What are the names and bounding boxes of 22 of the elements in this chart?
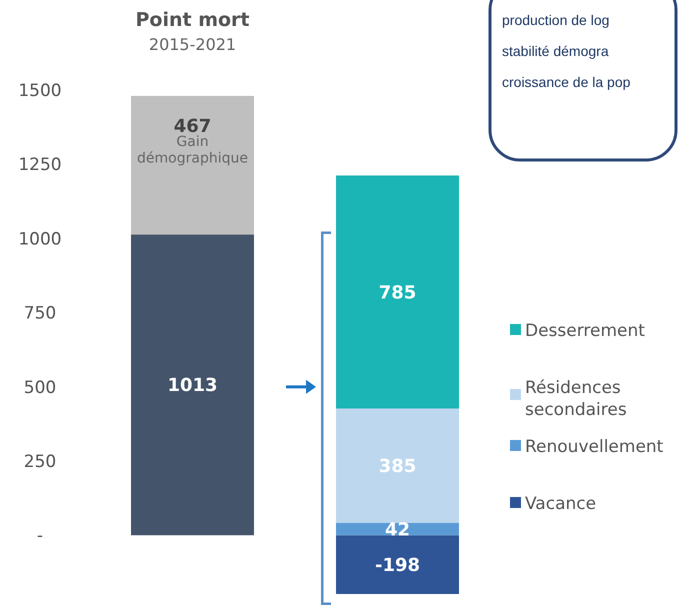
data-label: -198 [374, 554, 420, 576]
chart-title: Point mort [135, 9, 250, 31]
legend-label: Résidences secondaires [525, 378, 627, 420]
y-tick-label: 500 [24, 378, 56, 398]
data-label: 42 [384, 519, 410, 540]
legend-label: Desserrement [525, 320, 646, 341]
y-tick-label: - [36, 526, 44, 546]
y-tick-label: 1000 [18, 229, 62, 250]
y-tick-label: 750 [24, 304, 56, 324]
y-tick-label: 1250 [18, 155, 62, 176]
chart-subtitle: 2015-2021 [148, 35, 236, 54]
text: production de log [502, 12, 610, 28]
data-label: 1013 [167, 375, 218, 396]
text: stabilité démogra [502, 43, 609, 59]
y-tick-label: 250 [24, 452, 56, 472]
legend-label: Renouvellement [525, 436, 664, 457]
annotation: Gain démographique [137, 134, 248, 167]
legend-label: Vacance [525, 494, 596, 514]
text: croissance de la pop [502, 74, 631, 90]
data-label: 785 [378, 282, 416, 304]
data-label: 385 [378, 456, 416, 477]
y-tick-label: 1500 [18, 80, 62, 101]
